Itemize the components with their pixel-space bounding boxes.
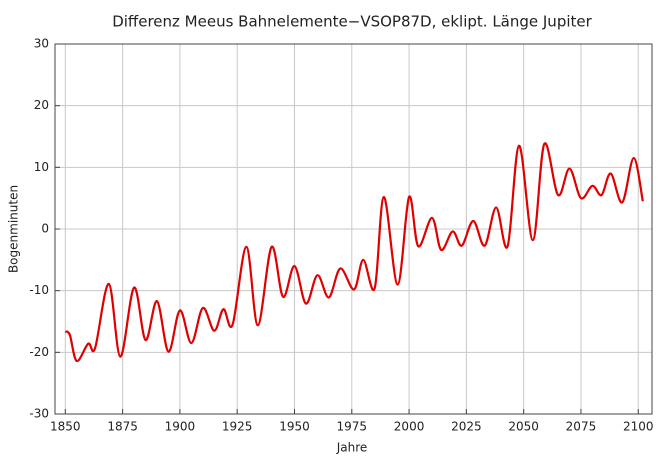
x-tick-label: 1850 bbox=[50, 420, 81, 434]
x-tick-label: 1900 bbox=[165, 420, 196, 434]
x-tick-label: 2050 bbox=[508, 420, 539, 434]
x-tick-label: 1925 bbox=[222, 420, 253, 434]
y-tick-label: 20 bbox=[34, 98, 49, 112]
y-axis-label: Bogenminuten bbox=[7, 185, 21, 273]
y-tick-label: -30 bbox=[29, 407, 49, 421]
chart-title: Differenz Meeus Bahnelemente−VSOP87D, ek… bbox=[112, 13, 592, 31]
y-tick-label: 0 bbox=[41, 222, 49, 236]
y-tick-label: -10 bbox=[29, 283, 49, 297]
x-tick-label: 1950 bbox=[279, 420, 310, 434]
x-tick-label: 2025 bbox=[451, 420, 482, 434]
x-tick-label: 2075 bbox=[566, 420, 597, 434]
x-tick-label: 1975 bbox=[337, 420, 368, 434]
y-tick-label: 10 bbox=[34, 160, 49, 174]
y-tick-label: -20 bbox=[29, 345, 49, 359]
x-axis-label: Jahre bbox=[336, 441, 368, 455]
y-tick-label: 30 bbox=[34, 37, 49, 51]
data-line bbox=[64, 142, 644, 363]
x-tick-label: 2000 bbox=[394, 420, 425, 434]
plot-frame bbox=[54, 43, 653, 415]
x-tick-label: 2100 bbox=[623, 420, 654, 434]
x-tick-label: 1875 bbox=[107, 420, 138, 434]
